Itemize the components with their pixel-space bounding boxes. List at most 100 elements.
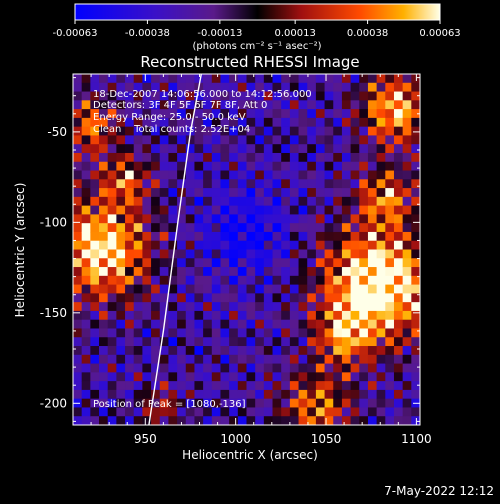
heatmap-cell: [263, 407, 273, 417]
heatmap-cell: [402, 117, 412, 128]
heatmap-cell: [168, 389, 178, 400]
heatmap-cell: [281, 293, 291, 303]
heatmap-cell: [367, 267, 378, 277]
annotation-time: 18-Dec-2007 14:06:56.000 to 14:12:56.000: [93, 89, 312, 100]
heatmap-cell: [159, 161, 169, 171]
heatmap-cell: [159, 398, 169, 408]
heatmap-cell: [246, 372, 256, 382]
heatmap-cell: [246, 179, 256, 189]
heatmap-cell: [393, 363, 404, 373]
heatmap-cell: [393, 126, 404, 136]
heatmap-cell: [151, 284, 161, 294]
heatmap-cell: [341, 407, 351, 417]
heatmap-cell: [125, 328, 135, 338]
heatmap-cell: [246, 82, 256, 92]
heatmap-cell: [359, 152, 369, 163]
heatmap-cell: [411, 372, 420, 382]
heatmap-cell: [315, 328, 325, 338]
heatmap-cell: [116, 275, 126, 285]
heatmap-cell: [125, 231, 135, 242]
heatmap-cell: [133, 293, 143, 303]
heatmap-cell: [194, 328, 204, 338]
heatmap-cell: [194, 319, 204, 329]
heatmap-cell: [185, 214, 195, 224]
heatmap-cell: [341, 144, 351, 154]
heatmap-cell: [168, 91, 178, 101]
heatmap-cell: [263, 91, 273, 101]
heatmap-cell: [168, 161, 178, 171]
heatmap-cell: [107, 319, 117, 329]
heatmap-cell: [125, 91, 135, 101]
heatmap-cell: [237, 319, 247, 329]
heatmap-cell: [151, 267, 161, 277]
heatmap-cell: [272, 161, 282, 171]
heatmap-cell: [185, 381, 195, 391]
heatmap-cell: [246, 196, 256, 207]
heatmap-cell: [99, 275, 109, 285]
heatmap-cell: [220, 249, 230, 259]
heatmap-cell: [194, 126, 204, 136]
heatmap-cell: [237, 354, 247, 364]
heatmap-cell: [107, 223, 117, 233]
heatmap-cell: [151, 109, 161, 119]
heatmap-cell: [90, 302, 100, 312]
heatmap-cell: [229, 179, 239, 189]
heatmap-cell: [142, 126, 152, 136]
heatmap-cell: [237, 188, 247, 198]
heatmap-cell: [307, 144, 317, 154]
heatmap-cell: [125, 214, 135, 224]
heatmap-cell: [237, 117, 247, 128]
heatmap-cell: [133, 240, 143, 250]
heatmap-cell: [194, 381, 204, 391]
heatmap-cell: [211, 100, 221, 110]
heatmap-cell: [99, 372, 109, 382]
heatmap-cell: [116, 354, 126, 364]
heatmap-cell: [107, 100, 117, 110]
heatmap-cell: [333, 109, 343, 119]
annotation-clean: Clean Total counts: 2.52E+04: [93, 124, 250, 135]
heatmap-cell: [359, 240, 369, 250]
heatmap-cell: [307, 188, 317, 198]
heatmap-cell: [203, 354, 213, 364]
heatmap-cell: [385, 381, 395, 391]
heatmap-cell: [229, 170, 239, 180]
heatmap-cell: [246, 152, 256, 163]
heatmap-cell: [411, 293, 420, 303]
heatmap-cell: [272, 170, 282, 180]
heatmap-cell: [402, 74, 412, 84]
heatmap-cell: [402, 249, 412, 259]
heatmap-cell: [385, 398, 395, 408]
heatmap-cell: [220, 100, 230, 110]
heatmap-cell: [263, 328, 273, 338]
heatmap-cell: [298, 179, 308, 189]
heatmap-cell: [307, 117, 317, 128]
heatmap-cell: [315, 372, 325, 382]
heatmap-cell: [159, 354, 169, 364]
heatmap-cell: [333, 258, 343, 268]
heatmap-cell: [211, 302, 221, 312]
heatmap-cell: [272, 179, 282, 189]
heatmap-cell: [359, 214, 369, 224]
heatmap-cell: [220, 179, 230, 189]
heatmap-cell: [272, 363, 282, 373]
heatmap-cell: [324, 363, 334, 373]
heatmap-cell: [159, 346, 169, 356]
x-axis-label: Heliocentric X (arcsec): [182, 448, 318, 462]
heatmap-cell: [220, 258, 230, 268]
heatmap-cell: [393, 293, 404, 303]
heatmap-cell: [324, 152, 334, 163]
heatmap-cell: [151, 398, 161, 408]
heatmap-cell: [125, 354, 135, 364]
heatmap-cell: [411, 74, 420, 84]
heatmap-cell: [255, 231, 265, 242]
heatmap-cell: [367, 152, 378, 163]
heatmap-cell: [298, 407, 308, 417]
heatmap-cell: [73, 231, 83, 242]
heatmap-cell: [359, 205, 369, 215]
heatmap-cell: [229, 100, 239, 110]
heatmap-cell: [142, 258, 152, 268]
heatmap-cell: [133, 389, 143, 400]
heatmap-cell: [324, 346, 334, 356]
heatmap-cell: [324, 249, 334, 259]
heatmap-cell: [385, 100, 395, 110]
